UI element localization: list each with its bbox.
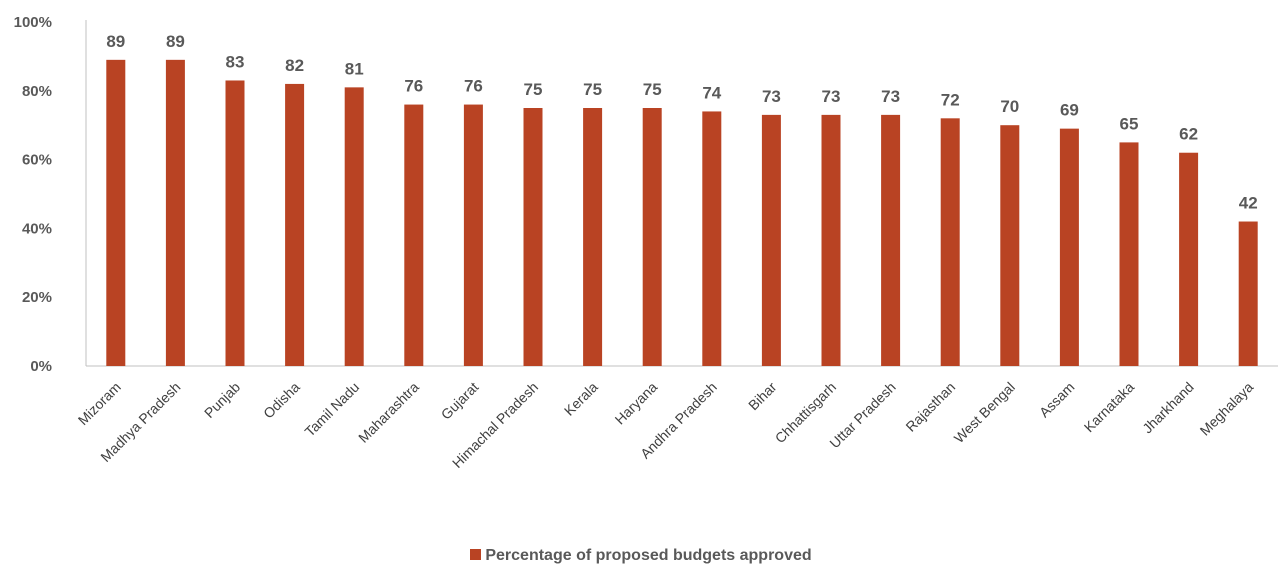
data-label: 62 bbox=[1179, 125, 1198, 144]
data-label: 89 bbox=[106, 32, 125, 51]
x-tick-label: Haryana bbox=[612, 379, 661, 428]
x-tick-label: Assam bbox=[1036, 379, 1078, 421]
x-tick-label: Mizoram bbox=[75, 379, 124, 428]
legend-label: Percentage of proposed budgets approved bbox=[485, 547, 812, 564]
data-label: 75 bbox=[643, 80, 662, 99]
data-label: 73 bbox=[822, 87, 841, 106]
x-tick-label: Maharashtra bbox=[355, 379, 422, 446]
bar bbox=[225, 80, 245, 366]
bar bbox=[404, 104, 424, 366]
bar bbox=[523, 108, 543, 366]
bar bbox=[821, 114, 841, 366]
x-tick-label: Tamil Nadu bbox=[301, 379, 362, 440]
bar bbox=[463, 104, 483, 366]
bar bbox=[1179, 152, 1199, 366]
data-label: 76 bbox=[464, 77, 483, 96]
y-tick-label: 100% bbox=[14, 14, 52, 31]
y-tick-label: 40% bbox=[22, 220, 52, 237]
data-label: 81 bbox=[345, 59, 364, 78]
data-label: 82 bbox=[285, 56, 304, 75]
data-label: 69 bbox=[1060, 101, 1079, 120]
x-tick-label: Odisha bbox=[260, 379, 303, 422]
x-tick-label: Bihar bbox=[745, 379, 780, 414]
bar bbox=[285, 83, 305, 367]
x-tick-label: Meghalaya bbox=[1197, 379, 1257, 439]
y-tick-label: 80% bbox=[22, 83, 52, 100]
data-label: 72 bbox=[941, 90, 960, 109]
data-label: 73 bbox=[762, 87, 781, 106]
bar bbox=[1119, 142, 1139, 366]
y-tick-label: 60% bbox=[22, 152, 52, 169]
x-tick-label: Jharkhand bbox=[1139, 379, 1197, 437]
bar bbox=[761, 114, 781, 366]
legend-swatch bbox=[470, 549, 482, 560]
x-tick-label: Rajasthan bbox=[902, 379, 958, 435]
bar bbox=[1238, 221, 1258, 366]
bar bbox=[165, 59, 185, 367]
bar bbox=[881, 114, 901, 366]
data-label: 65 bbox=[1120, 114, 1139, 133]
y-tick-label: 0% bbox=[30, 358, 52, 375]
bar bbox=[642, 108, 662, 366]
x-tick-label: West Bengal bbox=[951, 379, 1018, 446]
y-tick-label: 20% bbox=[22, 289, 52, 306]
data-label: 75 bbox=[583, 80, 602, 99]
x-tick-label: Kerala bbox=[561, 379, 601, 419]
data-label: 74 bbox=[702, 83, 721, 102]
bar bbox=[1000, 125, 1020, 366]
data-label: 76 bbox=[404, 77, 423, 96]
data-label: 70 bbox=[1000, 97, 1019, 116]
data-label: 42 bbox=[1239, 194, 1258, 213]
x-tick-label: Punjab bbox=[201, 379, 243, 421]
data-label: 83 bbox=[226, 52, 245, 71]
bar bbox=[583, 108, 603, 366]
x-tick-label: Gujarat bbox=[438, 379, 482, 423]
bar bbox=[702, 111, 722, 366]
data-label: 89 bbox=[166, 32, 185, 51]
bar bbox=[344, 87, 364, 367]
x-tick-label: Karnataka bbox=[1081, 379, 1138, 436]
data-label: 75 bbox=[524, 80, 543, 99]
bar bbox=[1059, 128, 1079, 366]
bar bbox=[940, 118, 960, 366]
legend: Percentage of proposed budgets approved bbox=[0, 547, 1282, 565]
data-label: 73 bbox=[881, 87, 900, 106]
bar bbox=[106, 59, 126, 367]
